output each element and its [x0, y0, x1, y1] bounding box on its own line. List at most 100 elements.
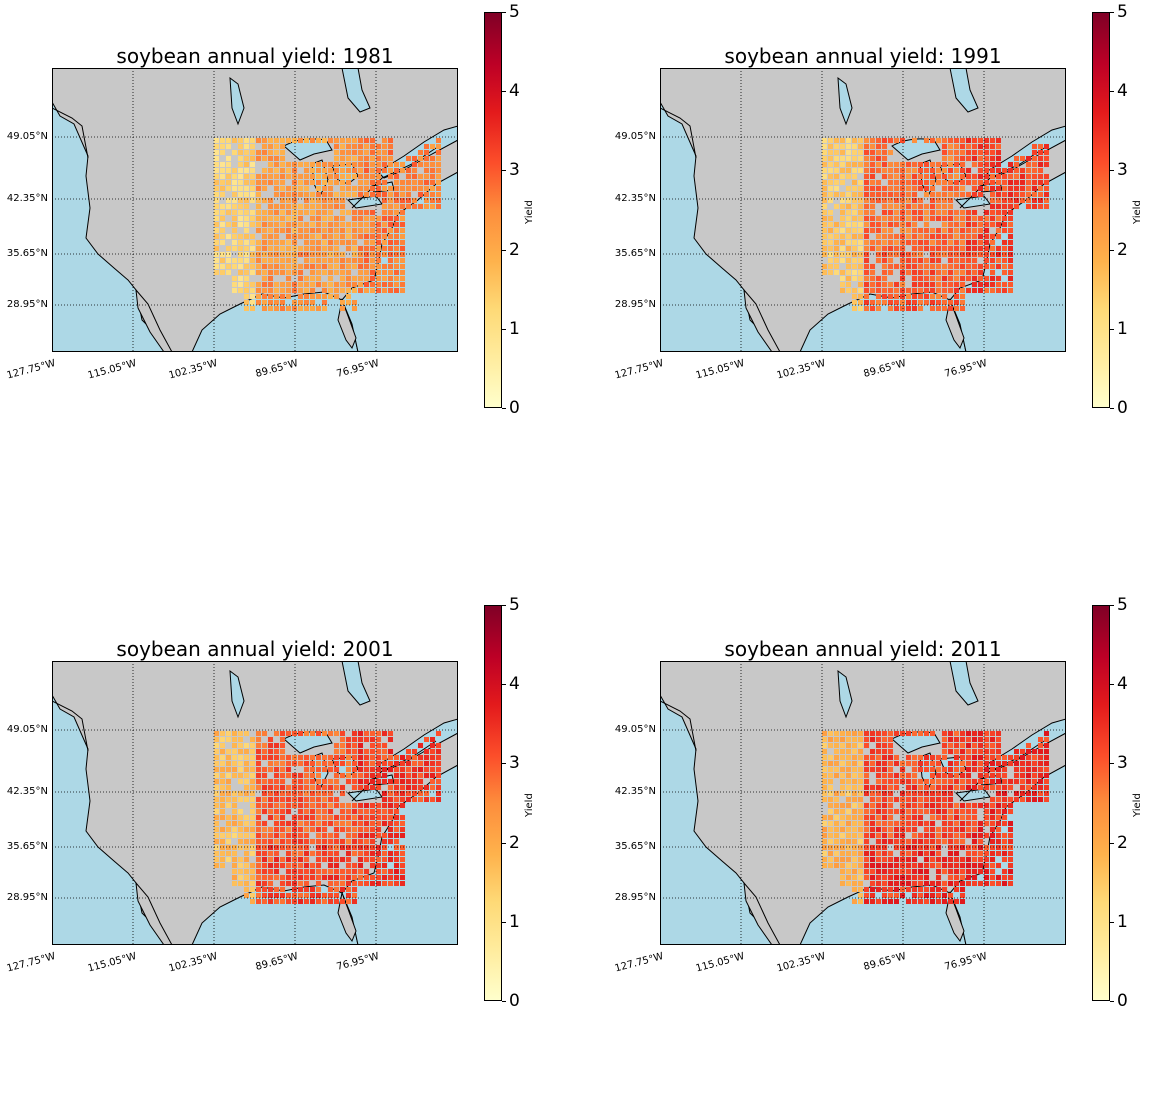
yield-cell: [340, 144, 345, 149]
yield-cell: [840, 156, 845, 161]
yield-cell: [370, 743, 375, 748]
yield-cell: [942, 204, 947, 209]
yield-cell: [924, 899, 929, 904]
yield-cell: [1020, 773, 1025, 778]
yield-cell: [900, 270, 905, 275]
yield-cell: [316, 210, 321, 215]
yield-cell: [358, 282, 363, 287]
yield-cell: [900, 815, 905, 820]
yield-cell: [262, 150, 267, 155]
yield-cell: [930, 210, 935, 215]
yield-cell: [286, 204, 291, 209]
yield-cell: [858, 803, 863, 808]
colorbar-tick-label: 3: [509, 160, 520, 181]
yield-cell: [942, 893, 947, 898]
yield-cell: [406, 186, 411, 191]
yield-cell: [244, 857, 249, 862]
yield-cell: [262, 863, 267, 868]
yield-cell: [388, 809, 393, 814]
yield-cell: [882, 737, 887, 742]
lake-winnipeg: [229, 76, 245, 126]
yield-cell: [1038, 198, 1043, 203]
yield-cell: [822, 156, 827, 161]
latitude-label: 49.05°N: [6, 131, 48, 142]
yield-cell: [358, 168, 363, 173]
yield-cell: [250, 264, 255, 269]
yield-cell: [304, 204, 309, 209]
yield-cell: [328, 833, 333, 838]
yield-cell: [250, 839, 255, 844]
yield-cell: [232, 737, 237, 742]
yield-cell: [298, 857, 303, 862]
yield-cell: [990, 162, 995, 167]
yield-cell: [858, 276, 863, 281]
yield-cell: [900, 210, 905, 215]
longitude-label: 89.65°W: [862, 951, 908, 973]
yield-cell: [996, 749, 1001, 754]
yield-cell: [876, 857, 881, 862]
yield-cell: [972, 228, 977, 233]
yield-cell: [292, 252, 297, 257]
yield-cell: [418, 755, 423, 760]
yield-cell: [400, 258, 405, 263]
yield-cell: [352, 815, 357, 820]
yield-cell: [334, 138, 339, 143]
yield-cell: [346, 881, 351, 886]
colorbar-tick-label: 5: [1117, 595, 1128, 615]
yield-cell: [286, 881, 291, 886]
yield-cell: [256, 216, 261, 221]
yield-cell: [972, 138, 977, 143]
yield-cell: [828, 174, 833, 179]
yield-cell: [304, 198, 309, 203]
yield-cell: [882, 761, 887, 766]
yield-cell: [954, 881, 959, 886]
yield-cell: [328, 779, 333, 784]
yield-cell: [954, 821, 959, 826]
yield-cell: [900, 216, 905, 221]
yield-cell: [822, 234, 827, 239]
yield-cell: [894, 821, 899, 826]
yield-cell: [394, 761, 399, 766]
colorbar-tick-mark: [1110, 921, 1114, 923]
yield-cell: [250, 180, 255, 185]
yield-cell: [322, 168, 327, 173]
yield-cell: [888, 282, 893, 287]
yield-cell: [370, 270, 375, 275]
yield-cell: [888, 899, 893, 904]
yield-cell: [888, 168, 893, 173]
yield-cell: [942, 234, 947, 239]
yield-cell: [924, 240, 929, 245]
yield-cell: [352, 761, 357, 766]
latitude-label: 28.95°N: [6, 892, 48, 903]
yield-cell: [864, 839, 869, 844]
yield-cell: [834, 827, 839, 832]
yield-cell: [280, 899, 285, 904]
yield-cell: [328, 863, 333, 868]
yield-cell: [430, 737, 435, 742]
yield-cell: [274, 851, 279, 856]
yield-cell: [1044, 192, 1049, 197]
yield-cell: [352, 216, 357, 221]
yield-cell: [870, 192, 875, 197]
yield-cell: [906, 761, 911, 766]
yield-cell: [828, 144, 833, 149]
yield-cell: [358, 761, 363, 766]
yield-cell: [358, 210, 363, 215]
yield-cell: [304, 851, 309, 856]
yield-cell: [1026, 192, 1031, 197]
yield-cell: [400, 216, 405, 221]
yield-cell: [858, 240, 863, 245]
yield-cell: [972, 779, 977, 784]
yield-cell: [978, 779, 983, 784]
yield-cell: [292, 204, 297, 209]
yield-cell: [990, 809, 995, 814]
yield-cell: [364, 162, 369, 167]
yield-cell: [834, 234, 839, 239]
yield-cell: [304, 228, 309, 233]
yield-cell: [840, 875, 845, 880]
yield-cell: [876, 180, 881, 185]
yield-cell: [232, 234, 237, 239]
yield-cell: [906, 306, 911, 311]
yield-cell: [996, 180, 1001, 185]
yield-cell: [334, 881, 339, 886]
